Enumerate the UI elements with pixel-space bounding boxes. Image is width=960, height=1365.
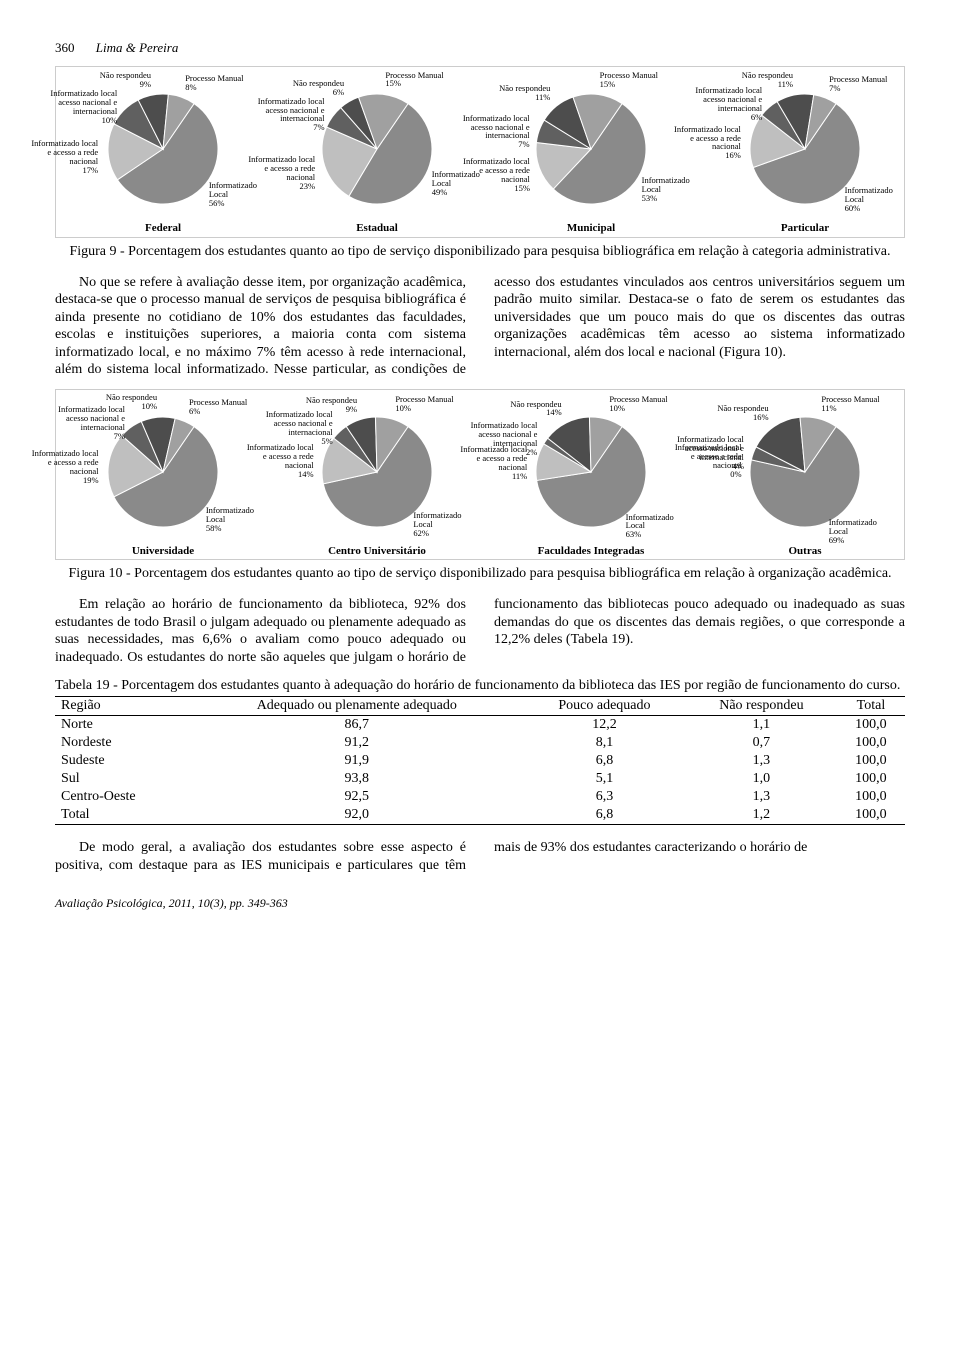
pie-slice-label: Não respondeu 9% [83,71,151,89]
table-cell: 6,8 [523,806,686,825]
pie-slice-label: Informatizado Local 69% [829,518,897,545]
pie-chart: Informatizado Local 49%Informatizado loc… [272,71,482,235]
table-cell: 100,0 [837,770,905,788]
table-row: Norte86,712,21,1100,0 [55,716,905,735]
table-cell: 100,0 [837,716,905,735]
pie-slice-label: Informatizado local acesso nacional e in… [676,435,744,471]
pie-slice-label: Não respondeu 6% [276,79,344,97]
table19-caption: Tabela 19 - Porcentagem dos estudantes q… [55,678,905,694]
pie-chart: Informatizado Local 56%Informatizado loc… [58,71,268,235]
pie-slice-label: Informatizado Local 62% [413,511,481,538]
pie-chart: Informatizado Local 62%Informatizado loc… [272,394,482,558]
pie-slice-label: Processo Manual 7% [829,75,897,93]
page-number: 360 [55,40,75,55]
pie-slice-label: Informatizado local e acesso a rede naci… [462,157,530,193]
pie-slice-label: Não respondeu 16% [701,404,769,422]
pie-slice-label: Não respondeu 11% [482,84,550,102]
pie-slice-label: Informatizado local e acesso a rede naci… [247,155,315,191]
pie-slice-label: Informatizado local e acesso a rede naci… [673,125,741,161]
pie-slice-label: Informatizado local e acesso a rede naci… [31,449,99,485]
pie-slice-label: Informatizado local acesso nacional e in… [694,86,762,122]
table-cell: 0,7 [686,734,837,752]
figure9-caption: Figura 9 - Porcentagem dos estudantes qu… [55,244,905,260]
table-cell: 100,0 [837,788,905,806]
table-header-cell: Pouco adequado [523,697,686,716]
table-header-cell: Adequado ou plenamente adequado [191,697,523,716]
footer-reference: Avaliação Psicológica, 2011, 10(3), pp. … [55,896,905,911]
table-cell: 8,1 [523,734,686,752]
table-row: Sul93,85,11,0100,0 [55,770,905,788]
pie-slice-label: Informatizado local e acesso a rede naci… [246,443,314,479]
table-cell: Sul [55,770,191,788]
table-cell: 5,1 [523,770,686,788]
pie-chart: Informatizado Local 53%Informatizado loc… [486,71,696,235]
table-cell: Centro-Oeste [55,788,191,806]
pie-chart: Informatizado Local 63%Informatizado loc… [486,394,696,558]
table-header-cell: Não respondeu [686,697,837,716]
figure9-charts: Informatizado Local 56%Informatizado loc… [55,66,905,238]
pie-slice-label: Não respondeu 14% [494,400,562,418]
body-text-3: De modo geral, a avaliação dos estudante… [55,839,905,874]
table-cell: Total [55,806,191,825]
table-cell: 100,0 [837,734,905,752]
paragraph: No que se refere à avaliação desse item,… [55,274,905,379]
pie-slice-label: Informatizado Local 63% [626,513,694,540]
pie-slice-label: Não respondeu 9% [289,396,357,414]
table-cell: 91,2 [191,734,523,752]
figure10-charts: Informatizado Local 58% Informatizado loc… [55,389,905,561]
pie-slice-label: Não respondeu 11% [725,71,793,89]
header-authors: Lima & Pereira [96,40,179,55]
table-cell: 1,3 [686,752,837,770]
pie-slice-label: Informatizado local acesso nacional e in… [257,97,325,133]
table-row: Total92,06,81,2100,0 [55,806,905,825]
pie-slice-label: Processo Manual 15% [600,71,668,89]
table-header-cell: Região [55,697,191,716]
paragraph: Em relação ao horário de funcionamento d… [55,596,905,666]
table-cell: 86,7 [191,716,523,735]
pie-chart: Informatizado Local 58%Informatizado loc… [58,394,268,558]
table-cell: Sudeste [55,752,191,770]
table-row: Centro-Oeste92,56,31,3100,0 [55,788,905,806]
table19: RegiãoAdequado ou plenamente adequadoPou… [55,696,905,825]
pie-slice-label: Processo Manual 6% [189,398,257,416]
figure10-caption: Figura 10 - Porcentagem dos estudantes q… [55,566,905,582]
table-cell: 1,0 [686,770,837,788]
table-cell: 6,8 [523,752,686,770]
pie-slice-label: Informatizado local e acesso a rede naci… [30,139,98,175]
table-cell: 1,3 [686,788,837,806]
table-cell: 92,0 [191,806,523,825]
pie-slice-label: Não respondeu 10% [89,393,157,411]
table-row: Sudeste91,96,81,3100,0 [55,752,905,770]
pie-slice-label: Informatizado Local 60% [845,186,913,213]
body-text-1: No que se refere à avaliação desse item,… [55,274,905,379]
table-cell: 6,3 [523,788,686,806]
table-cell: 1,2 [686,806,837,825]
table-row: Nordeste91,28,10,7100,0 [55,734,905,752]
pie-slice-label: Informatizado local acesso nacional e in… [462,114,530,150]
paragraph: De modo geral, a avaliação dos estudante… [55,839,905,874]
pie-slice-label: Informatizado local acesso nacional e in… [265,410,333,446]
pie-slice-label: Informatizado local acesso nacional e in… [469,421,537,457]
table-cell: 100,0 [837,806,905,825]
body-text-2: Em relação ao horário de funcionamento d… [55,596,905,666]
pie-slice-label: Processo Manual 10% [609,395,677,413]
pie-slice-label: Processo Manual 11% [821,395,889,413]
table-cell: Norte [55,716,191,735]
table-cell: Nordeste [55,734,191,752]
table-cell: 93,8 [191,770,523,788]
pie-slice-label: Processo Manual 15% [385,71,453,89]
pie-slice-label: Processo Manual 8% [185,74,253,92]
table-cell: 12,2 [523,716,686,735]
pie-chart: Informatizado Local 60%Informatizado loc… [700,71,910,235]
pie-slice-label: Informatizado Local 58% [206,506,274,533]
pie-chart: Informatizado Local 69%Informatizado loc… [700,394,910,558]
table-cell: 100,0 [837,752,905,770]
pie-slice-label: Informatizado local acesso nacional e in… [49,89,117,125]
table-cell: 91,9 [191,752,523,770]
table-header-cell: Total [837,697,905,716]
table-cell: 1,1 [686,716,837,735]
pie-slice-label: Processo Manual 10% [395,395,463,413]
running-header: 360 Lima & Pereira [55,40,905,56]
table-cell: 92,5 [191,788,523,806]
